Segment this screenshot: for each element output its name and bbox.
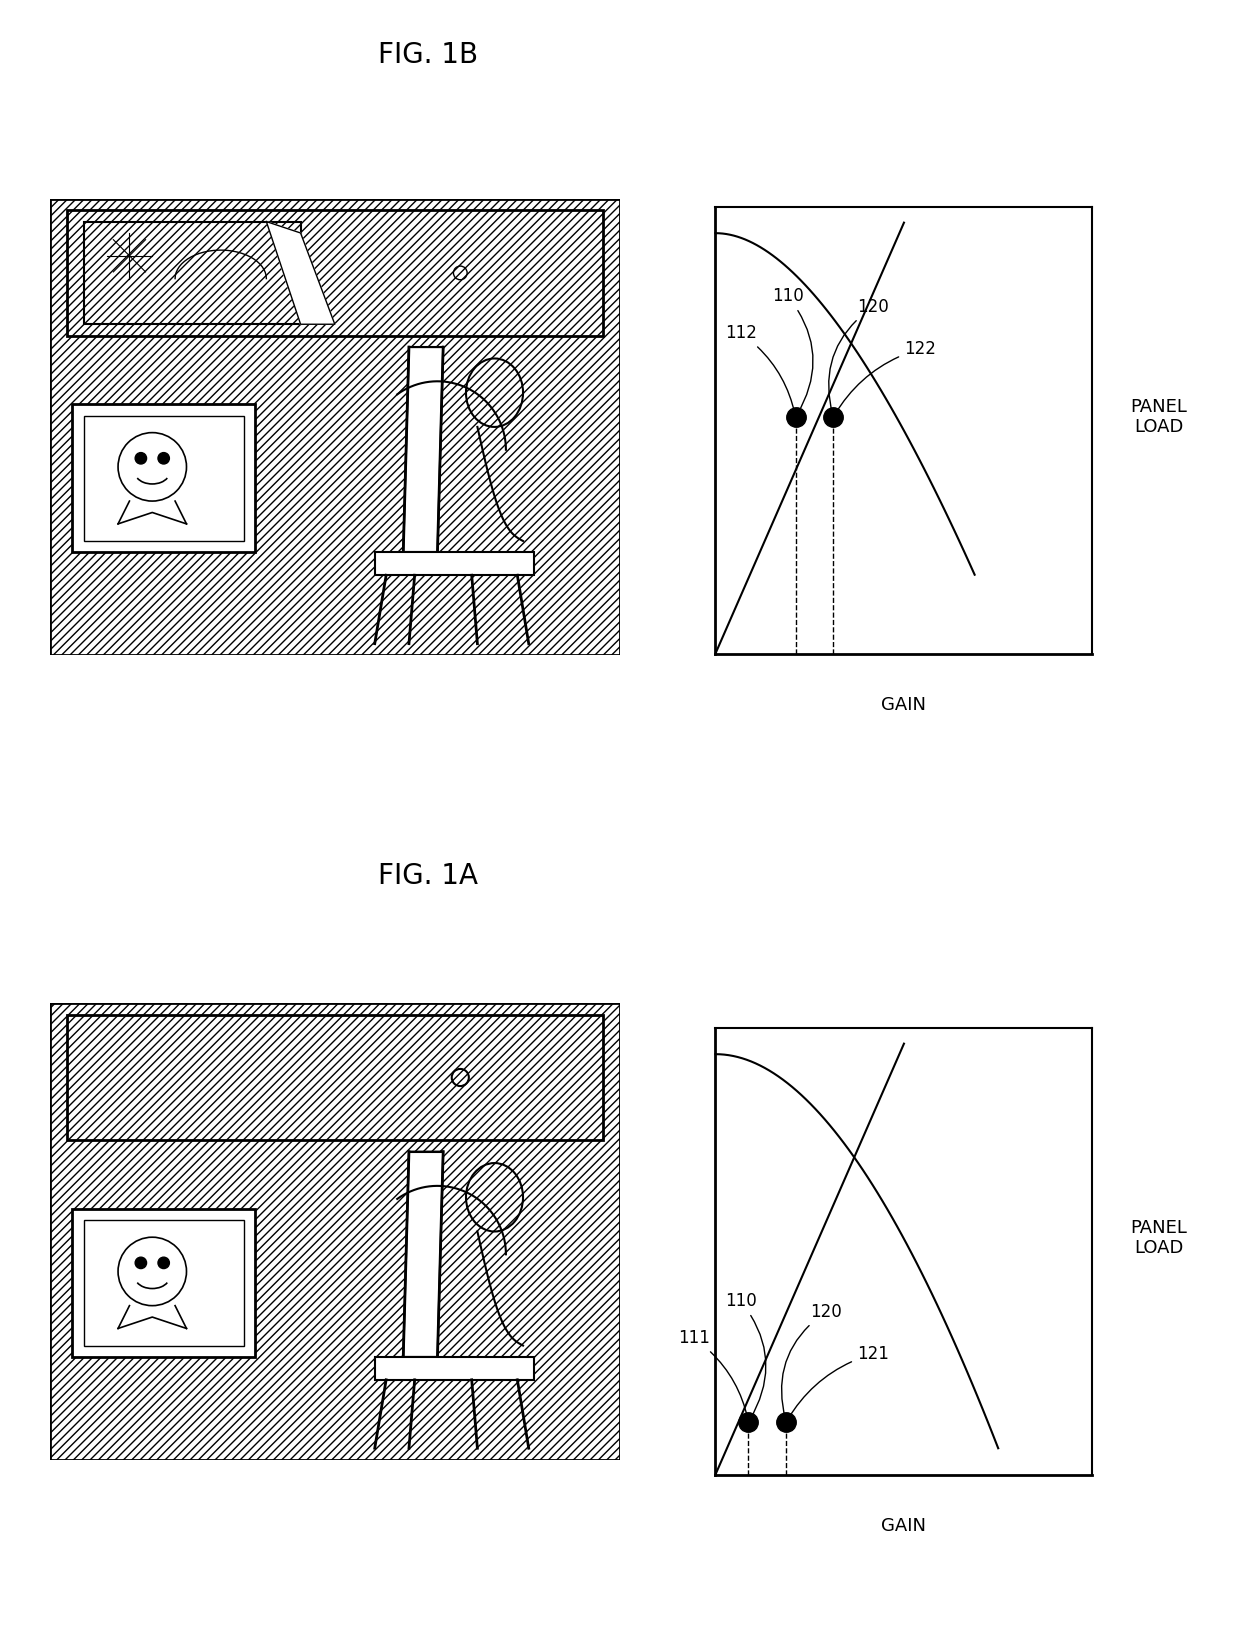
Bar (84, 222, 300, 323)
Circle shape (135, 453, 146, 465)
Bar (374, 1356, 534, 1379)
Text: 120: 120 (781, 1302, 842, 1419)
Text: GAIN: GAIN (882, 696, 926, 714)
Text: FIG. 1B: FIG. 1B (378, 41, 477, 69)
Bar (84, 222, 300, 323)
Polygon shape (403, 1151, 443, 1356)
Text: FIG. 1A: FIG. 1A (378, 862, 477, 890)
Bar (67, 1015, 603, 1140)
Bar (84, 415, 243, 540)
Circle shape (135, 1258, 146, 1269)
Text: GAIN: GAIN (882, 1517, 926, 1535)
Text: 121: 121 (787, 1345, 889, 1420)
Circle shape (157, 453, 170, 465)
Polygon shape (267, 222, 335, 323)
Bar (67, 210, 603, 335)
Bar (67, 210, 603, 335)
Bar (72, 1209, 255, 1356)
Text: 110: 110 (725, 1292, 766, 1420)
Text: 120: 120 (828, 297, 889, 414)
Polygon shape (403, 346, 443, 552)
Text: PANEL
LOAD: PANEL LOAD (1130, 397, 1187, 437)
Text: 112: 112 (725, 323, 795, 414)
Bar (67, 1015, 603, 1140)
Text: PANEL
LOAD: PANEL LOAD (1130, 1218, 1187, 1258)
Text: 122: 122 (835, 340, 936, 415)
Text: 111: 111 (678, 1328, 748, 1419)
Bar (84, 1220, 243, 1345)
Circle shape (157, 1258, 170, 1269)
Text: 110: 110 (773, 287, 813, 415)
Bar (374, 552, 534, 575)
Bar (72, 404, 255, 552)
